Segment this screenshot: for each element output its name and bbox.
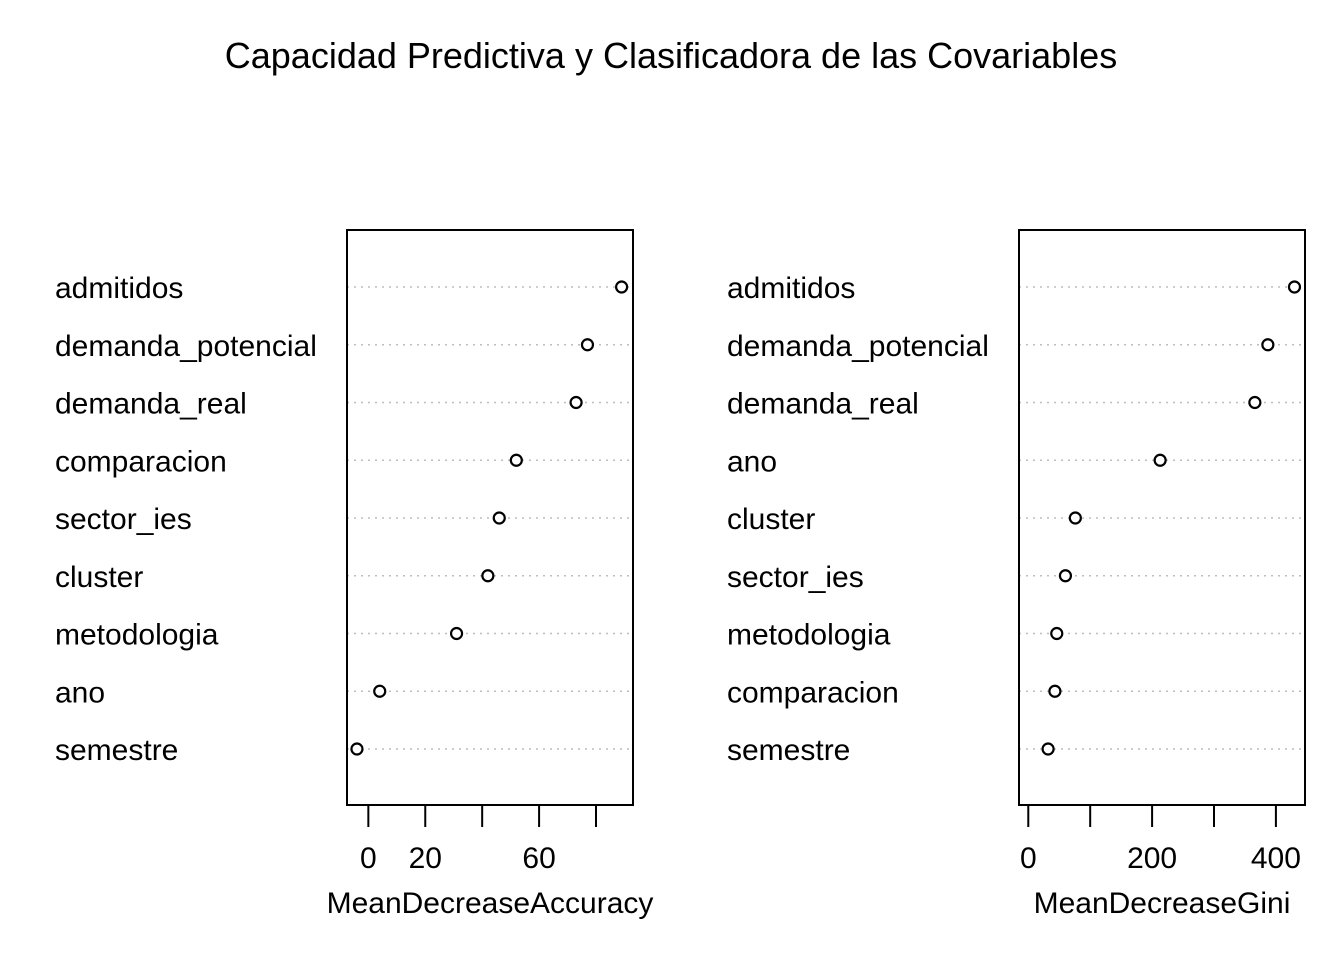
category-label: cluster	[55, 561, 143, 594]
data-point	[1058, 569, 1073, 583]
x-tick-label: 400	[1251, 842, 1301, 875]
data-point	[350, 742, 364, 756]
chart-title: Capacidad Predictiva y Clasificadora de …	[225, 35, 1117, 76]
data-point	[615, 280, 629, 294]
x-axis-title: MeanDecreaseGini	[1034, 887, 1291, 920]
data-point	[449, 626, 464, 641]
category-label: comparacion	[727, 676, 899, 709]
data-point	[569, 395, 583, 410]
data-point	[1041, 742, 1055, 756]
category-label: metodologia	[55, 619, 219, 652]
category-label: admitidos	[727, 272, 855, 305]
x-tick-label: 200	[1127, 842, 1177, 875]
data-point	[509, 453, 523, 467]
x-tick-label: 0	[1020, 842, 1037, 875]
x-tick-label: 0	[360, 842, 377, 875]
category-label: semestre	[55, 734, 178, 767]
category-label: demanda_real	[55, 388, 247, 421]
data-point	[1050, 626, 1064, 641]
category-label: semestre	[727, 734, 850, 767]
data-point	[1248, 395, 1262, 410]
data-point	[580, 338, 595, 352]
data-point	[1068, 511, 1082, 525]
data-point	[1287, 280, 1302, 294]
category-label: cluster	[727, 503, 815, 536]
category-label: demanda_potencial	[727, 330, 989, 363]
category-label: comparacion	[55, 445, 227, 478]
panel-mean-decrease-accuracy: admitidos demanda_potencial demanda_realco…	[55, 229, 654, 920]
data-point	[1048, 684, 1062, 698]
data-point	[492, 511, 506, 525]
category-label: ano	[727, 445, 777, 478]
category-label: demanda_real	[727, 388, 919, 421]
x-axis-title: MeanDecreaseAccuracy	[327, 887, 654, 920]
x-tick-label: 20	[409, 842, 442, 875]
data-point	[1261, 338, 1275, 352]
category-label: metodologia	[727, 619, 891, 652]
data-point	[373, 684, 387, 698]
data-point	[1153, 453, 1167, 467]
data-point	[481, 569, 495, 583]
x-tick-label: 60	[522, 842, 555, 875]
category-label: sector_ies	[727, 561, 864, 594]
category-label: sector_ies	[55, 503, 192, 536]
panel-mean-decrease-gini: admitidos demanda_potencial demanda_realan…	[727, 229, 1306, 920]
category-label: admitidos	[55, 272, 183, 305]
category-label: demanda_potencial	[55, 330, 317, 363]
category-label: ano	[55, 676, 105, 709]
